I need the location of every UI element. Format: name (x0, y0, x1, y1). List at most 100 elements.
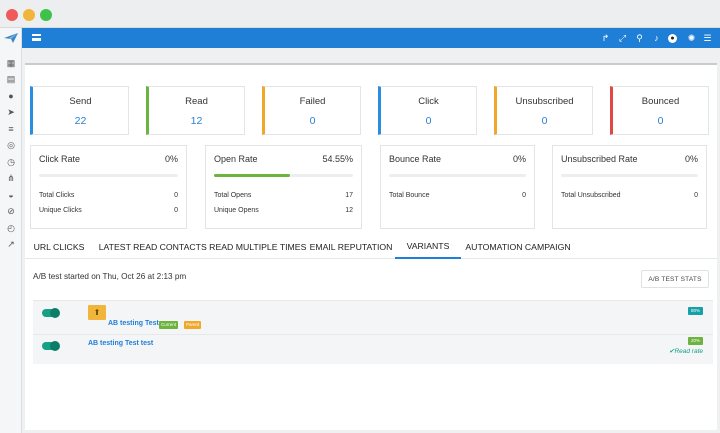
sidebar: ▦ ▤ ● ➤ ≡ ◎ ◷ ⋔ ◒ ⊘ ◴ ↗ (0, 28, 22, 433)
rate-progress-bar (561, 174, 698, 177)
stat-card-send: Send 22 (30, 86, 129, 135)
rate-detail-value: 12 (345, 207, 353, 214)
rate-detail-row: Total Opens 17 (214, 192, 353, 199)
stat-value: 0 (657, 115, 664, 127)
rate-detail-value: 17 (345, 192, 353, 199)
rate-label: Bounce Rate (389, 154, 442, 164)
tab-automation-campaign[interactable]: AUTOMATION CAMPAIGN (465, 242, 571, 252)
variant-percent-badge: 80% (688, 307, 703, 315)
calendar-icon[interactable]: ▤ (6, 74, 16, 84)
report-tabs: URL CLICKS LATEST READ CONTACTS READ MULTI… (25, 235, 717, 259)
hamburger-menu-icon[interactable] (32, 34, 41, 41)
tab-latest-read[interactable]: LATEST READ (98, 242, 158, 252)
history-icon[interactable]: ◴ (7, 222, 15, 233)
top-navigation-bar: ↱ ⤢ ⚲ ♪ ● ✺ ☰ (22, 28, 720, 48)
rate-detail-label: Unique Clicks (39, 207, 82, 214)
stat-value: 0 (541, 115, 548, 127)
stat-card-unsubscribed: Unsubscribed 0 (494, 86, 593, 135)
rate-value: 0% (164, 154, 178, 164)
rate-value: 0% (684, 154, 698, 164)
stat-label: Click (418, 96, 439, 107)
stat-label: Bounced (641, 96, 680, 107)
paper-plane-logo-icon[interactable] (0, 28, 22, 48)
user-icon[interactable]: ● (8, 90, 14, 101)
rate-detail-row: Total Bounce 0 (389, 192, 526, 199)
database-icon[interactable]: ≡ (8, 123, 14, 134)
sitemap-icon[interactable]: ⋔ (7, 173, 15, 183)
variant-row: AB testing Test test 20% ✔Read rate (33, 334, 713, 364)
rate-detail-row: Total Clicks 0 (39, 192, 178, 199)
minimize-window-button[interactable] (23, 9, 35, 21)
stat-card-click: Click 0 (378, 86, 477, 135)
rate-label: Unsubscribed Rate (561, 154, 638, 164)
rate-detail-label: Total Clicks (39, 192, 75, 199)
rate-card-click-rate: Click Rate 0% Total Clicks 0 Unique Clicks 0 (30, 145, 187, 229)
stat-label: Unsubscribed (515, 96, 574, 107)
search-icon[interactable]: ⚲ (636, 32, 643, 43)
bell-icon[interactable]: ♪ (654, 33, 659, 43)
read-rate-label: ✔Read rate (669, 348, 703, 355)
variant-toggle[interactable] (42, 308, 60, 318)
chart-icon[interactable]: ↗ (7, 239, 15, 249)
variant-row: ⬆ AB testing Test Current Parent 80% (33, 300, 713, 334)
gear-icon[interactable]: ✺ (687, 32, 696, 43)
dashboard-icon[interactable]: ▦ (6, 57, 16, 68)
rate-detail-value: 0 (174, 207, 178, 214)
rate-detail-label: Total Bounce (389, 192, 430, 199)
panel-divider (25, 63, 717, 65)
stat-value: 0 (309, 115, 316, 127)
rate-detail-value: 0 (174, 192, 178, 199)
rate-progress-bar (39, 174, 178, 177)
rate-card-open-rate: Open Rate 54.55% Total Opens 17 Unique Opens… (205, 145, 362, 229)
ab-test-title: A/B test started on Thu, Oct 26 at 2:13 … (33, 272, 187, 281)
main-content: Send 22 Read 12 Failed 0 Click 0 Unsubscribed 0 Bo… (22, 48, 720, 433)
stat-value: 12 (190, 115, 203, 127)
trophy-icon: ⬆ (88, 305, 106, 320)
close-window-button[interactable] (6, 9, 18, 21)
variant-badge-parent: Parent (184, 321, 202, 329)
rate-label: Open Rate (214, 154, 258, 164)
fullscreen-icon[interactable]: ⤢ (618, 32, 627, 43)
rate-label: Click Rate (39, 154, 81, 164)
rate-detail-value: 0 (522, 192, 526, 199)
rate-progress-bar (214, 174, 353, 177)
stat-card-read: Read 12 (146, 86, 245, 135)
ab-test-stats-button[interactable]: A/B TEST STATS (641, 270, 709, 288)
clock-icon[interactable]: ◷ (7, 156, 15, 167)
rate-detail-row: Unique Opens 12 (214, 207, 353, 214)
stat-label: Failed (299, 96, 326, 107)
tab-variants[interactable]: VARIANTS (395, 235, 461, 259)
variant-name-link[interactable]: AB testing Test test (88, 340, 154, 347)
rate-card-bounce-rate: Bounce Rate 0% Total Bounce 0 (380, 145, 535, 229)
variant-toggle[interactable] (42, 341, 60, 351)
tab-email-reputation[interactable]: EMAIL REPUTATION (309, 242, 393, 252)
rate-detail-label: Unique Opens (214, 207, 259, 214)
rate-detail-label: Total Unsubscribed (561, 192, 621, 199)
rate-detail-row: Unique Clicks 0 (39, 207, 178, 214)
rate-detail-value: 0 (694, 192, 698, 199)
rate-progress-bar (389, 174, 526, 177)
maximize-window-button[interactable] (40, 9, 52, 21)
gauge-icon[interactable]: ◒ (8, 189, 14, 200)
variant-percent-badge: 20% (688, 337, 703, 345)
rate-detail-row: Total Unsubscribed 0 (561, 192, 698, 199)
rate-value: 0% (512, 154, 526, 164)
avatar[interactable]: ● (668, 34, 677, 43)
stat-label: Read (185, 96, 208, 107)
window-titlebar (0, 0, 720, 28)
tab-url-clicks[interactable]: URL CLICKS (33, 242, 85, 252)
stat-card-failed: Failed 0 (262, 86, 361, 135)
stat-card-bounced: Bounced 0 (610, 86, 709, 135)
stat-label: Send (69, 96, 92, 107)
variant-badge-current: Current (159, 321, 179, 329)
send-icon[interactable]: ➤ (7, 107, 15, 117)
stat-value: 22 (74, 115, 87, 127)
target-icon[interactable]: ◎ (7, 140, 15, 150)
rate-card-unsubscribed-rate: Unsubscribed Rate 0% Total Unsubscribed 0 (552, 145, 707, 229)
block-icon[interactable]: ⊘ (7, 206, 15, 216)
rate-detail-label: Total Opens (214, 192, 252, 199)
list-icon[interactable]: ☰ (703, 32, 712, 43)
variant-name-link[interactable]: AB testing Test (108, 320, 159, 327)
tab-contacts-read-multiple-times[interactable]: CONTACTS READ MULTIPLE TIMES (159, 242, 307, 252)
share-icon[interactable]: ↱ (601, 32, 610, 43)
